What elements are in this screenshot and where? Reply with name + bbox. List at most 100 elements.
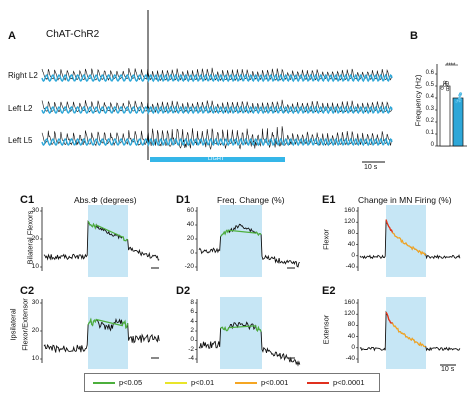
trace-C2 xyxy=(43,317,160,353)
envelope-1 xyxy=(41,105,393,115)
ytick-label-D2: 6 xyxy=(190,308,194,316)
scalebar-a-label: 10 s xyxy=(364,164,378,171)
ytick-label-D1: 60 xyxy=(186,207,194,214)
trace-D2 xyxy=(198,321,301,367)
panel-d1-title: Freq. Change (%) xyxy=(217,195,285,205)
light-region-C2 xyxy=(88,297,128,369)
panel-a-traces xyxy=(41,10,393,163)
ytick-label-D1: -20 xyxy=(184,263,194,270)
bar-point xyxy=(443,83,447,87)
trace-label-left-l5: Left L5 xyxy=(8,136,33,145)
light-label: LIGHT xyxy=(208,156,225,162)
panel-e1-title: Change in MN Firing (%) xyxy=(358,195,452,205)
panel-b-tick-label: 0.5 xyxy=(425,82,434,88)
legend-item-p005: p<0.05 xyxy=(93,378,142,387)
ytick-label-D1: 20 xyxy=(186,235,194,242)
panel-e1-letter: E1 xyxy=(322,194,336,206)
significant-segment-E2 xyxy=(385,312,426,348)
ytick-label-E2: 0 xyxy=(351,343,355,351)
ytick-label-D1: 0 xyxy=(190,249,194,256)
ytick-label-C2: 20 xyxy=(31,327,39,334)
ytick-label-E2: 80 xyxy=(347,321,355,329)
trace-label-left-l2: Left L2 xyxy=(8,104,33,113)
panel-b-tick-label: 0.4 xyxy=(425,94,434,100)
ytick-label-D1: 40 xyxy=(186,221,194,228)
legend-item-p001: p<0.01 xyxy=(165,378,214,387)
legend-label: p<0.0001 xyxy=(333,378,365,387)
trace-2 xyxy=(41,126,393,151)
panel-b-chart xyxy=(435,64,467,147)
panel-c2-letter: C2 xyxy=(20,285,35,297)
ytick-label-E1: 120 xyxy=(344,218,355,226)
trace-C1 xyxy=(43,220,160,261)
ytick-label-C1: 10 xyxy=(31,263,39,270)
ytick-label-C2: 10 xyxy=(31,355,39,362)
significant-segment-C2 xyxy=(87,317,129,330)
ytick-label-D2: 0 xyxy=(190,336,194,344)
ytick-label-E2: 120 xyxy=(344,310,355,318)
legend-label: p<0.01 xyxy=(191,378,215,387)
envelope-2 xyxy=(41,137,393,147)
light-region-E2 xyxy=(386,297,426,369)
significant-onset-E1 xyxy=(385,219,394,233)
ytick-label-D2: 4 xyxy=(190,317,194,325)
legend-label: p<0.05 xyxy=(119,378,143,387)
light-region-D2 xyxy=(220,297,262,369)
ytick-label-D2: -4 xyxy=(188,355,194,362)
light-region-D1 xyxy=(220,205,262,277)
panel-b-tick-label: 0.3 xyxy=(425,106,434,112)
trace-D1 xyxy=(198,223,301,268)
legend-line-green xyxy=(93,382,115,385)
panel-b-letter: B xyxy=(410,30,418,42)
panel-c1-letter: C1 xyxy=(20,194,35,206)
ytick-label-E1: 40 xyxy=(347,240,355,248)
trace-0 xyxy=(41,67,393,81)
light-region-E1 xyxy=(386,205,426,277)
legend-item-p00001: p<0.0001 xyxy=(307,378,365,387)
bar-point xyxy=(445,81,449,85)
bar-point xyxy=(446,88,450,92)
bar-point xyxy=(440,86,444,90)
panel-d1-letter: D1 xyxy=(176,194,191,206)
ytick-label-C1: 20 xyxy=(31,235,39,242)
bar-point xyxy=(456,99,460,103)
panel-a-letter: A xyxy=(8,30,16,42)
ytick-label-E2: -40 xyxy=(345,355,355,362)
panel-a-title: ChAT-ChR2 xyxy=(46,29,100,40)
panel-c1-title: Abs.Φ (degrees) xyxy=(74,195,137,205)
ytick-label-E1: 0 xyxy=(351,251,355,259)
trace-label-right-l2: Right L2 xyxy=(8,71,38,80)
ytick-label-E2: 40 xyxy=(347,332,355,340)
ytick-label-D2: 8 xyxy=(190,299,194,306)
scalebar-e-label: 10 s xyxy=(441,366,455,373)
trace-group xyxy=(41,67,393,151)
ytick-label-E2: 160 xyxy=(344,299,355,306)
legend-label: p<0.001 xyxy=(261,378,289,387)
panel-e2-letter: E2 xyxy=(322,285,336,297)
panel-b-tick-label: 0 xyxy=(430,142,434,148)
significant-onset-E2 xyxy=(385,311,393,324)
panel-b-tick-label: 0.1 xyxy=(425,130,434,136)
significance-legend: p<0.05 p<0.01 p<0.001 p<0.0001 xyxy=(84,373,380,392)
legend-line-red xyxy=(307,382,329,385)
ytick-label-E1: 160 xyxy=(344,207,355,214)
light-region-C1 xyxy=(88,205,128,277)
ytick-label-D2: -2 xyxy=(188,345,194,353)
ytick-label-D2: 2 xyxy=(190,327,194,334)
significant-segment-D2 xyxy=(220,325,262,333)
light-bar xyxy=(150,157,285,162)
ytick-label-E1: -40 xyxy=(345,263,355,270)
legend-line-orange xyxy=(235,382,257,385)
bar-point xyxy=(458,93,462,97)
significance-stars: **** xyxy=(446,63,456,69)
ytick-label-C2: 30 xyxy=(31,299,39,306)
ytick-label-C1: 30 xyxy=(31,207,39,214)
ytick-label-E1: 80 xyxy=(347,229,355,237)
panel-b-tick-label: 0.6 xyxy=(425,70,434,76)
significant-segment-E1 xyxy=(385,219,427,256)
significant-segment-C1 xyxy=(87,221,128,242)
envelope-0 xyxy=(41,73,393,83)
legend-line-yellow xyxy=(165,382,187,385)
legend-item-p0001: p<0.001 xyxy=(235,378,288,387)
